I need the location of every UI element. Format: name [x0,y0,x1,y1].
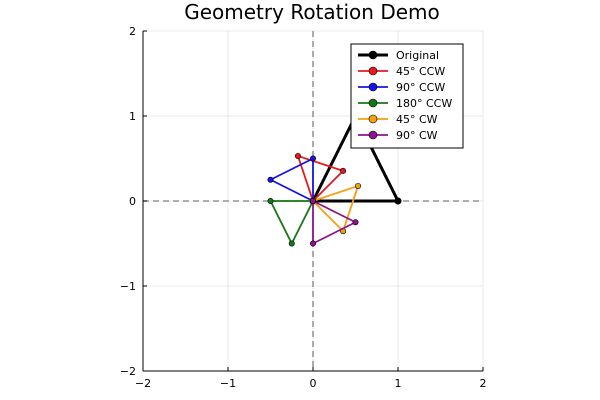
x-tick-label: 0 [310,377,317,390]
legend-label: 45° CCW [396,65,445,78]
series-2-group [267,155,316,205]
legend: Original 45° CCW 90° CCW 180° CCW 45° CW 90° … [350,43,464,149]
y-tick-label: 2 [129,25,136,38]
series-1-point [340,167,347,174]
legend-label: 90° CW [396,129,438,142]
y-tick-label: 1 [129,110,136,123]
series-3-point [288,240,295,247]
y-tick-label: −2 [120,365,136,378]
legend-label: 180° CCW [396,97,452,110]
y-tick-label: 0 [129,195,136,208]
series-3-point [267,198,274,205]
legend-label: 90° CCW [396,81,445,94]
series-2-point [267,176,274,183]
legend-marker [368,98,378,108]
legend-label: Original [396,49,439,62]
series-1-line [297,155,344,202]
x-tick-label: 2 [480,377,487,390]
series-5-line [312,200,357,245]
legend-marker [368,82,378,92]
chart-title: Geometry Rotation Demo [184,0,440,24]
series-0-point [394,197,402,205]
series-0-line [311,114,400,203]
series-5-point [309,198,316,205]
series-group [267,112,402,247]
series-4-point [355,182,362,189]
x-tick-label: −1 [220,377,236,390]
legend-marker [368,50,378,60]
series-2-point [309,155,316,162]
series-5-point [309,240,316,247]
axes [142,30,484,372]
legend-label: 45° CW [396,113,438,126]
x-tick-label: 1 [395,377,402,390]
series-5-group [309,198,359,247]
series-3-group [267,198,316,247]
series-2-line [269,157,314,202]
legend-box [350,43,464,149]
tick-labels: −2 −1 0 1 2 −2 −1 0 1 2 [120,25,487,390]
legend-marker [368,66,378,76]
series-5-point [352,219,359,226]
series-3-line [269,200,314,245]
x-tick-label: −2 [135,377,151,390]
series-1-point [294,152,301,159]
series-4-line [312,185,359,232]
y-tick-label: −1 [120,280,136,293]
legend-marker [368,114,378,124]
legend-marker [368,130,378,140]
